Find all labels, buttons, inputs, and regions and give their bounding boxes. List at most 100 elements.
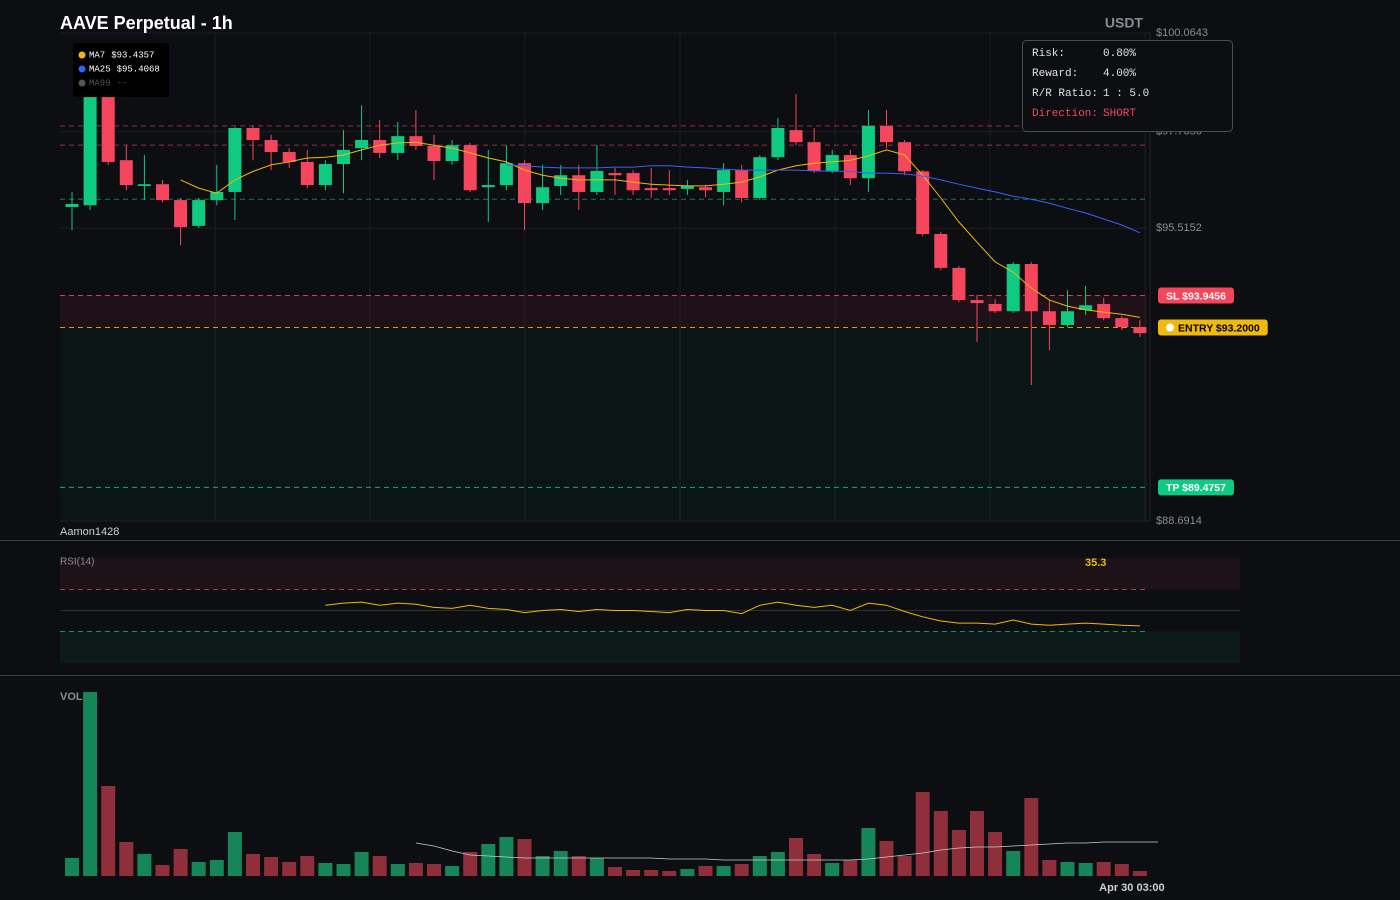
legend-name: MA7 [89, 50, 105, 60]
volume-bar [915, 792, 930, 876]
candle-body [1097, 303, 1111, 319]
candle-body [264, 140, 278, 153]
candle-body [988, 303, 1002, 312]
oversold-zone [60, 631, 1240, 663]
volume-bar [209, 860, 224, 876]
volume-bar [155, 865, 170, 876]
candle-body [101, 97, 115, 162]
candle-body [771, 128, 785, 158]
level-label: ENTRY $93.2000 [1178, 322, 1260, 334]
volume-bar [734, 864, 749, 876]
candle-body [373, 140, 387, 153]
volume-bar [137, 854, 152, 876]
candle-body [880, 125, 893, 143]
candle-body [246, 128, 260, 141]
direction-label: Direction: [1032, 108, 1098, 120]
volume-bar [988, 832, 1003, 876]
candle-body [807, 142, 821, 171]
volume-bar [861, 828, 876, 876]
chart-title: AAVE Perpetual - 1h [60, 13, 233, 33]
candle-body [753, 157, 767, 198]
volume-bar [372, 856, 387, 876]
x-tick-label: Apr 30 03:00 [1099, 882, 1164, 894]
candle-body [1079, 305, 1093, 310]
candle-body [572, 175, 586, 192]
candle-body [1006, 264, 1020, 312]
ratio-label: R/R Ratio: [1032, 88, 1098, 100]
candle-body [916, 171, 930, 234]
candle-body [391, 136, 405, 153]
volume-bar [951, 830, 966, 876]
volume-bar [680, 869, 695, 876]
volume-bar [264, 857, 279, 876]
risk-box-frame [1022, 40, 1233, 132]
candle-body [554, 175, 568, 186]
candle-body [518, 163, 531, 204]
legend-box [73, 43, 169, 97]
risk-zone [60, 295, 1147, 328]
volume-bar [608, 867, 622, 876]
reward-zone [60, 327, 1147, 521]
direction-value: SHORT [1103, 108, 1136, 120]
candle-body [536, 187, 550, 204]
volume-bar [227, 832, 242, 876]
ma-line [506, 164, 1141, 234]
volume-bar [662, 871, 677, 876]
candle-body [1115, 318, 1129, 328]
candle-body [970, 300, 984, 304]
candle-body [174, 200, 188, 228]
candle-body [952, 267, 966, 301]
volume-bar [1096, 862, 1111, 876]
legend-name: MA99 [89, 78, 111, 88]
volume-bar [517, 839, 532, 876]
volume-bar [1060, 862, 1075, 876]
volume-bar [463, 852, 478, 876]
candle-body [934, 233, 948, 268]
volume-bar [535, 856, 550, 876]
level-badge [1158, 479, 1234, 496]
entry-dot [1166, 323, 1174, 332]
volume-bar [698, 866, 713, 876]
candle-body [499, 163, 513, 186]
candle-body [1042, 311, 1056, 325]
volume-bar [1132, 871, 1147, 876]
candle-body [409, 136, 423, 147]
volume-bar [626, 870, 641, 876]
volume-bar [1114, 864, 1129, 876]
volume-bar [445, 866, 460, 876]
level-label: SL $93.9456 [1166, 290, 1226, 302]
legend-name: MA25 [89, 64, 111, 74]
candle-body [481, 185, 495, 188]
candle-body [608, 173, 622, 176]
candle-body [192, 200, 206, 226]
volume-bar [970, 811, 984, 876]
candle-body [156, 184, 169, 201]
candle-body [300, 161, 314, 186]
volume-bar [336, 864, 351, 876]
legend-value: $93.4357 [111, 50, 154, 60]
legend-value: -- [117, 78, 128, 88]
volume-bar [789, 838, 803, 876]
rsi-title: RSI(14) [60, 557, 94, 568]
candle-body [210, 191, 224, 201]
y-tick-label: $100.0643 [1156, 27, 1208, 39]
volume-bar [83, 692, 98, 876]
rsi-value-label: 35.3 [1085, 557, 1106, 569]
volume-bar [1078, 863, 1093, 876]
volume-bar [644, 870, 659, 876]
volume-ma-line [415, 841, 1158, 861]
volume-bar [1024, 798, 1039, 876]
volume-bar [1006, 851, 1021, 876]
candle-body [699, 187, 712, 191]
candle-body [318, 164, 332, 186]
candle-body [1061, 311, 1074, 325]
candle-body [228, 128, 242, 192]
reward-value: 4.00% [1103, 68, 1136, 80]
candle-body [83, 97, 97, 206]
volume-bar [879, 841, 894, 876]
candle-body [65, 203, 79, 207]
volume-bar [173, 849, 188, 876]
